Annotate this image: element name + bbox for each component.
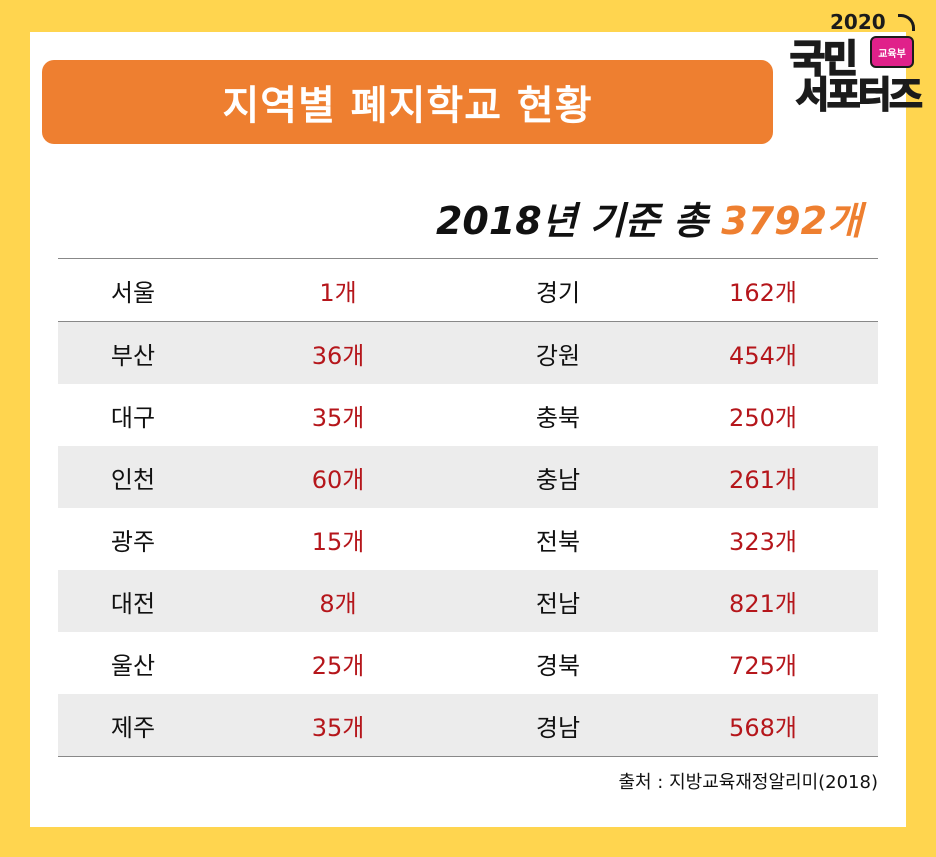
subtitle-total: 3792개 <box>721 199 862 243</box>
right-value-cell: 261개 <box>729 465 797 494</box>
left-value-cell: 1개 <box>319 278 357 307</box>
table-row: 광주 15개 전북 323개 <box>58 508 878 570</box>
right-region-cell: 경남 <box>535 713 581 742</box>
tv-badge: 교육부 <box>870 36 914 68</box>
source-note: 출처 : 지방교육재정알리미(2018) <box>618 772 878 793</box>
left-value-cell: 36개 <box>311 341 365 370</box>
right-region-cell: 전남 <box>535 589 581 618</box>
left-region-cell: 광주 <box>110 527 156 556</box>
national-supporters-logo: 2020 국민 교육부 서포터즈 <box>789 8 930 117</box>
left-region-cell: 서울 <box>110 278 156 307</box>
table-row: 대구 35개 충북 250개 <box>58 384 878 446</box>
right-value-cell: 323개 <box>729 527 797 556</box>
left-value-cell: 8개 <box>319 589 357 618</box>
signal-icon <box>898 14 915 31</box>
right-region-cell: 충북 <box>535 403 581 432</box>
left-region-cell: 제주 <box>110 713 156 742</box>
total-subtitle: 2018년 기준 총 3792개 <box>436 190 862 245</box>
left-region-cell: 인천 <box>110 465 156 494</box>
left-region-cell: 대전 <box>110 589 156 618</box>
right-region-cell: 충남 <box>535 465 581 494</box>
left-value-cell: 35개 <box>311 713 365 742</box>
left-region-cell: 울산 <box>110 651 156 680</box>
left-value-cell: 35개 <box>311 403 365 432</box>
table-row: 울산 25개 경북 725개 <box>58 632 878 694</box>
right-region-cell: 전북 <box>535 527 581 556</box>
logo-line1: 국민 <box>789 36 859 82</box>
right-value-cell: 568개 <box>729 713 797 742</box>
title-banner: 지역별 폐지학교 현황 <box>42 60 773 144</box>
right-region-cell: 경북 <box>535 651 581 680</box>
logo-line2: 서포터즈 <box>795 74 924 117</box>
right-value-cell: 725개 <box>729 651 797 680</box>
left-region-cell: 대구 <box>110 403 156 432</box>
page-title: 지역별 폐지학교 현황 <box>222 83 593 129</box>
table-row: 부산 36개 강원 454개 <box>58 322 878 384</box>
table-row: 서울 1개 경기 162개 <box>58 259 878 322</box>
left-value-cell: 60개 <box>311 465 365 494</box>
right-value-cell: 162개 <box>729 278 797 307</box>
table-row: 인천 60개 충남 261개 <box>58 446 878 508</box>
right-value-cell: 454개 <box>729 341 797 370</box>
left-value-cell: 25개 <box>311 651 365 680</box>
right-region-cell: 강원 <box>535 341 581 370</box>
left-value-cell: 15개 <box>311 527 365 556</box>
logo-year: 2020 <box>830 10 886 34</box>
subtitle-prefix: 2018년 기준 총 <box>435 199 722 243</box>
right-region-cell: 경기 <box>535 278 581 307</box>
right-value-cell: 250개 <box>729 403 797 432</box>
left-region-cell: 부산 <box>110 341 156 370</box>
right-value-cell: 821개 <box>729 589 797 618</box>
table-row: 제주 35개 경남 568개 <box>58 694 878 756</box>
table-row: 대전 8개 전남 821개 <box>58 570 878 632</box>
